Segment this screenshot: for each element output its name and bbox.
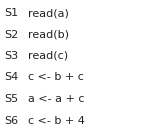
Text: a <- a + c: a <- a + c — [28, 94, 84, 104]
Text: read(a): read(a) — [28, 8, 69, 18]
Text: S5: S5 — [4, 94, 18, 104]
Text: S4: S4 — [4, 72, 18, 82]
Text: c <- b + 4: c <- b + 4 — [28, 115, 85, 125]
Text: read(b): read(b) — [28, 29, 69, 39]
Text: S6: S6 — [4, 115, 18, 125]
Text: S2: S2 — [4, 29, 18, 39]
Text: S3: S3 — [4, 51, 18, 61]
Text: c <- b + c: c <- b + c — [28, 72, 84, 82]
Text: S1: S1 — [4, 8, 18, 18]
Text: read(c): read(c) — [28, 51, 68, 61]
